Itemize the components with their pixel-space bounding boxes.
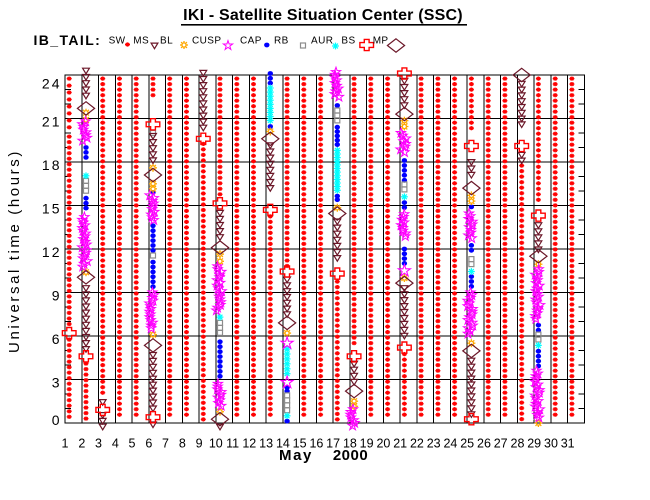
svg-text:20: 20 <box>376 437 390 451</box>
svg-text:22: 22 <box>410 437 424 451</box>
svg-text:BS: BS <box>341 36 355 47</box>
svg-text:17: 17 <box>326 437 340 451</box>
svg-text:19: 19 <box>360 437 374 451</box>
svg-text:4: 4 <box>112 437 119 451</box>
svg-text:5: 5 <box>129 437 136 451</box>
svg-text:28: 28 <box>511 437 525 451</box>
svg-text:12: 12 <box>42 244 62 260</box>
svg-text:2000: 2000 <box>333 447 368 464</box>
svg-text:MP: MP <box>373 36 389 47</box>
svg-text:2: 2 <box>78 437 85 451</box>
svg-text:18: 18 <box>343 437 357 451</box>
svg-text:8: 8 <box>179 437 186 451</box>
svg-text:CUSP: CUSP <box>192 36 221 47</box>
svg-text:6: 6 <box>52 331 62 347</box>
svg-text:26: 26 <box>477 437 491 451</box>
svg-text:12: 12 <box>242 437 256 451</box>
svg-text:6: 6 <box>145 437 152 451</box>
svg-text:BL: BL <box>160 36 173 47</box>
svg-text:Universal time (hours): Universal time (hours) <box>6 149 23 353</box>
svg-text:3: 3 <box>95 437 102 451</box>
svg-text:MS: MS <box>133 36 149 47</box>
svg-text:21: 21 <box>393 437 407 451</box>
svg-text:10: 10 <box>209 437 223 451</box>
svg-text:24: 24 <box>443 437 457 451</box>
svg-text:23: 23 <box>427 437 441 451</box>
svg-text:SW: SW <box>109 36 126 47</box>
svg-text:29: 29 <box>527 437 541 451</box>
svg-text:IKI - Satellite Situation Cent: IKI - Satellite Situation Center (SSC) <box>183 7 463 24</box>
svg-text:7: 7 <box>162 437 169 451</box>
svg-text:24: 24 <box>42 76 62 92</box>
svg-text:14: 14 <box>276 437 290 451</box>
svg-text:0: 0 <box>52 412 62 428</box>
svg-text:25: 25 <box>460 437 474 451</box>
svg-text:15: 15 <box>293 437 307 451</box>
svg-text:18: 18 <box>42 157 62 173</box>
svg-text:CAP: CAP <box>240 36 262 47</box>
svg-text:21: 21 <box>42 114 62 130</box>
svg-text:13: 13 <box>259 437 273 451</box>
svg-text:30: 30 <box>544 437 558 451</box>
svg-text:May: May <box>279 447 313 464</box>
svg-text:3: 3 <box>52 375 62 391</box>
svg-text:RB: RB <box>274 36 289 47</box>
svg-text:16: 16 <box>309 437 323 451</box>
svg-text:11: 11 <box>226 437 239 451</box>
svg-text:15: 15 <box>42 201 62 217</box>
svg-text:IB_TAIL:: IB_TAIL: <box>34 32 102 48</box>
svg-text:27: 27 <box>494 437 508 451</box>
svg-text:9: 9 <box>52 288 62 304</box>
svg-text:9: 9 <box>196 437 203 451</box>
svg-text:AUR: AUR <box>311 36 333 47</box>
svg-text:31: 31 <box>561 437 575 451</box>
svg-text:1: 1 <box>62 437 69 451</box>
